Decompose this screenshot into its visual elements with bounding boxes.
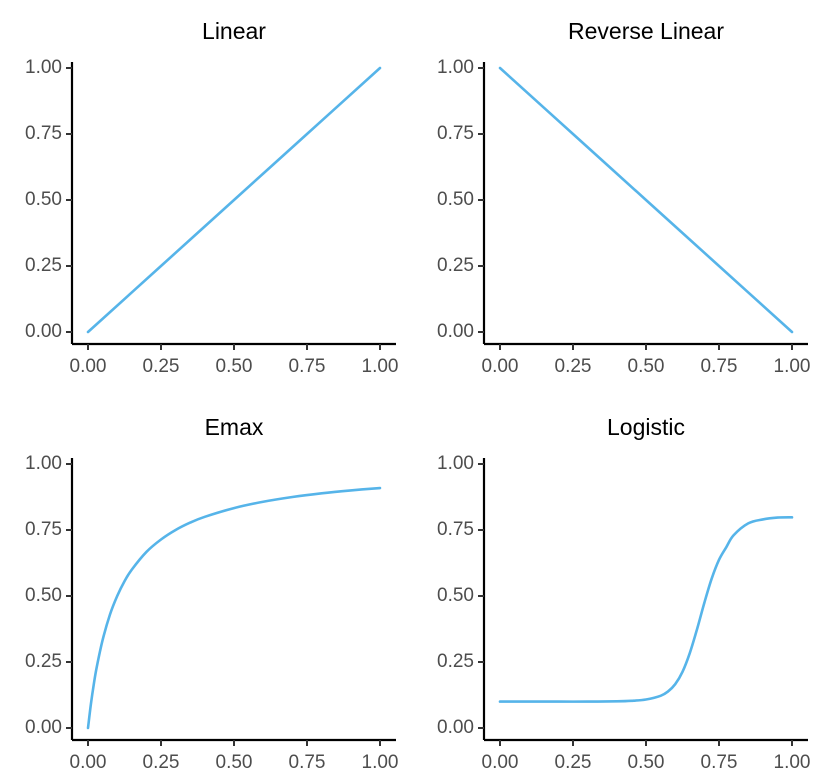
x-tick-label: 0.25	[555, 752, 592, 773]
y-tick-label: 0.00	[437, 321, 474, 342]
x-tick-label: 0.00	[482, 356, 519, 377]
x-tick-label: 0.75	[289, 752, 326, 773]
y-tick-label: 1.00	[437, 57, 474, 78]
x-tick-label: 0.25	[143, 752, 180, 773]
y-tick-label: 0.50	[25, 585, 62, 606]
y-tick-label: 0.00	[25, 717, 62, 738]
x-tick-label: 1.00	[362, 752, 399, 773]
x-tick-label: 0.50	[628, 752, 665, 773]
y-tick-label: 0.50	[25, 189, 62, 210]
panel-emax: Emax 0.00 0.25 0.50 0.75 1.00 0.00 0.25 0.50 0.75…	[25, 414, 398, 773]
x-tick-label: 1.00	[774, 752, 811, 773]
y-tick-label: 0.75	[437, 519, 474, 540]
series-line-reverse-linear	[498, 66, 794, 334]
x-tick-label: 0.00	[70, 752, 107, 773]
series-line-logistic	[498, 516, 794, 703]
y-tick-label: 0.25	[437, 651, 474, 672]
x-tick-label: 0.75	[701, 752, 738, 773]
y-tick-label: 1.00	[437, 453, 474, 474]
x-tick-label: 0.00	[482, 752, 519, 773]
y-tick-label: 0.75	[25, 123, 62, 144]
series-line-linear	[86, 66, 382, 334]
y-tick-label: 1.00	[25, 57, 62, 78]
x-tick-label: 0.50	[216, 356, 253, 377]
panel-linear: Linear 0.00 0.25 0.50 0.75 1.00 0.00 0.25 0.50 0.…	[25, 18, 398, 377]
x-tick-label: 0.00	[70, 356, 107, 377]
y-tick-label: 0.25	[25, 651, 62, 672]
x-tick-label: 0.75	[289, 356, 326, 377]
y-tick-label: 0.00	[437, 717, 474, 738]
y-tick-label: 0.50	[437, 189, 474, 210]
panel-title-reverse-linear: Reverse Linear	[568, 18, 724, 44]
y-tick-label: 0.75	[25, 519, 62, 540]
panel-title-logistic: Logistic	[607, 414, 685, 440]
y-tick-label: 0.25	[25, 255, 62, 276]
y-tick-label: 0.00	[25, 321, 62, 342]
x-tick-label: 1.00	[362, 356, 399, 377]
y-tick-label: 1.00	[25, 453, 62, 474]
x-tick-label: 0.25	[555, 356, 592, 377]
panel-reverse-linear: Reverse Linear 0.00 0.25 0.50 0.75 1.00 0.00 0.…	[437, 18, 810, 377]
panel-title-linear: Linear	[202, 18, 266, 44]
x-tick-label: 0.50	[628, 356, 665, 377]
y-tick-label: 0.50	[437, 585, 474, 606]
x-tick-label: 0.75	[701, 356, 738, 377]
y-tick-label: 0.75	[437, 123, 474, 144]
series-line-emax	[86, 486, 382, 730]
x-tick-label: 0.25	[143, 356, 180, 377]
panel-logistic: Logistic 0.00 0.25 0.50 0.75 1.00 0.00 0.25 0.50…	[437, 414, 810, 773]
x-tick-label: 1.00	[774, 356, 811, 377]
x-tick-label: 0.50	[216, 752, 253, 773]
panel-title-emax: Emax	[205, 414, 264, 440]
y-tick-label: 0.25	[437, 255, 474, 276]
